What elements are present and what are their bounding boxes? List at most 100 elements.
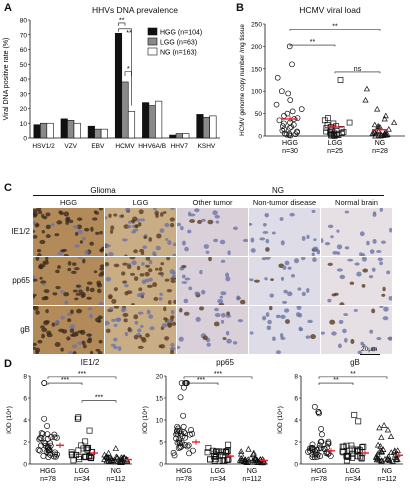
micrograph-nucleus xyxy=(98,208,104,211)
d-point xyxy=(311,403,318,410)
d-x-tick-label: HGG xyxy=(311,468,327,475)
micrograph-nucleus xyxy=(131,303,135,305)
micrograph-cell xyxy=(249,257,320,305)
micrograph-nucleus xyxy=(297,312,303,318)
d-point xyxy=(344,453,351,460)
micrograph-nucleus xyxy=(116,317,122,322)
micrograph-nucleus xyxy=(282,300,288,304)
b-point xyxy=(338,125,345,132)
panel-d2-title: pp65 xyxy=(216,358,234,367)
d-point xyxy=(216,458,223,465)
micrograph-nucleus xyxy=(338,319,344,324)
micrograph-nucleus xyxy=(78,289,83,293)
micrograph-nucleus xyxy=(45,224,51,230)
micrograph-nucleus xyxy=(35,310,40,315)
micrograph-nucleus xyxy=(77,341,83,346)
micrograph-background xyxy=(249,257,320,305)
micrograph-nucleus xyxy=(343,337,348,343)
micrograph-nucleus xyxy=(143,235,147,240)
d-point xyxy=(52,451,58,458)
b-point xyxy=(286,125,293,131)
micrograph-nucleus xyxy=(178,307,183,313)
micrograph-nucleus xyxy=(126,264,132,270)
micrograph-nucleus xyxy=(164,336,170,341)
micrograph-nucleus xyxy=(177,222,182,227)
micrograph-nucleus xyxy=(181,264,187,269)
micrograph-image xyxy=(105,257,176,305)
micrograph-nucleus xyxy=(117,346,122,352)
micrograph-nucleus xyxy=(329,319,336,325)
a-y-tick-label: 20 xyxy=(20,106,28,113)
micrograph-nucleus xyxy=(172,274,176,278)
d-n-label: n=78 xyxy=(311,476,327,483)
d-point xyxy=(112,458,119,465)
d-y-tick-label: 20 xyxy=(156,374,164,381)
micrograph-nucleus xyxy=(214,312,221,318)
micrograph-nucleus xyxy=(280,314,286,319)
a-bar xyxy=(121,81,129,139)
micrograph-nucleus xyxy=(148,314,154,319)
panel-d-label: D xyxy=(4,358,12,370)
d-point xyxy=(351,411,358,418)
micrograph-nucleus xyxy=(225,314,232,318)
micrograph-nucleus xyxy=(264,212,269,218)
group-ng-line xyxy=(172,195,384,196)
panel-d1-title: IE1/2 xyxy=(80,358,100,367)
d-point xyxy=(40,453,47,460)
d-point xyxy=(180,384,187,391)
micrograph-nucleus xyxy=(165,237,169,241)
micrograph-nucleus xyxy=(265,238,270,244)
a-sig-bracket xyxy=(124,71,132,77)
micrograph-nucleus xyxy=(39,239,46,245)
micrograph-nucleus xyxy=(58,328,65,333)
micrograph-nucleus xyxy=(105,328,111,334)
micrograph-nucleus xyxy=(344,210,350,214)
micrograph-nucleus xyxy=(267,319,272,325)
a-x-tick-label: HHV7 xyxy=(171,143,189,150)
micrograph-nucleus xyxy=(299,327,304,332)
micrograph-nucleus xyxy=(81,236,86,241)
d-point xyxy=(51,431,58,438)
micrograph-nucleus xyxy=(161,323,168,328)
micrograph-nucleus xyxy=(72,225,79,229)
micrograph-nucleus xyxy=(271,231,276,235)
micrograph-nucleus xyxy=(89,287,95,293)
a-y-tick-label: 30 xyxy=(20,91,28,98)
d-point xyxy=(205,445,212,451)
micro-row-label: IE1/2 xyxy=(11,227,30,236)
micrograph-nucleus xyxy=(142,245,148,249)
b-y-tick-label: 200 xyxy=(251,44,262,51)
micrograph-nucleus xyxy=(74,297,79,301)
micrograph-nucleus xyxy=(265,312,270,318)
micrograph-nucleus xyxy=(111,298,117,304)
micrograph-nucleus xyxy=(290,274,296,278)
d-y-axis-label: IOD (10⁴) xyxy=(6,406,13,434)
micrograph-nucleus xyxy=(382,286,386,292)
micrograph-nucleus xyxy=(170,208,175,210)
b-point xyxy=(363,85,370,92)
d-point xyxy=(247,454,255,461)
b-y-tick-label: 250 xyxy=(251,22,262,29)
d-point xyxy=(176,440,183,447)
micrograph-nucleus xyxy=(140,218,145,222)
micrograph-nucleus xyxy=(140,324,144,328)
b-point xyxy=(378,132,385,138)
micrograph-nucleus xyxy=(65,220,70,225)
micrograph-nucleus xyxy=(226,311,230,316)
d-point xyxy=(238,457,245,464)
micrograph-nucleus xyxy=(236,295,241,301)
micrograph-nucleus xyxy=(356,271,362,277)
chart-b: 0 50 100 150 200 250 HCMV genome copy number /… xyxy=(239,22,405,155)
d-point xyxy=(113,453,120,460)
micrograph-nucleus xyxy=(377,257,384,261)
d-y-tick-label: 0 xyxy=(294,462,298,469)
d-point xyxy=(309,454,316,461)
a-bar xyxy=(114,32,123,139)
micrograph-nucleus xyxy=(97,351,103,354)
micrograph-nucleus xyxy=(35,257,40,262)
a-x-tick-label: KSHV xyxy=(198,143,216,150)
micrograph-nucleus xyxy=(336,244,343,250)
micrograph-nucleus xyxy=(64,300,69,305)
d-point xyxy=(120,454,128,461)
d-point xyxy=(47,440,54,447)
